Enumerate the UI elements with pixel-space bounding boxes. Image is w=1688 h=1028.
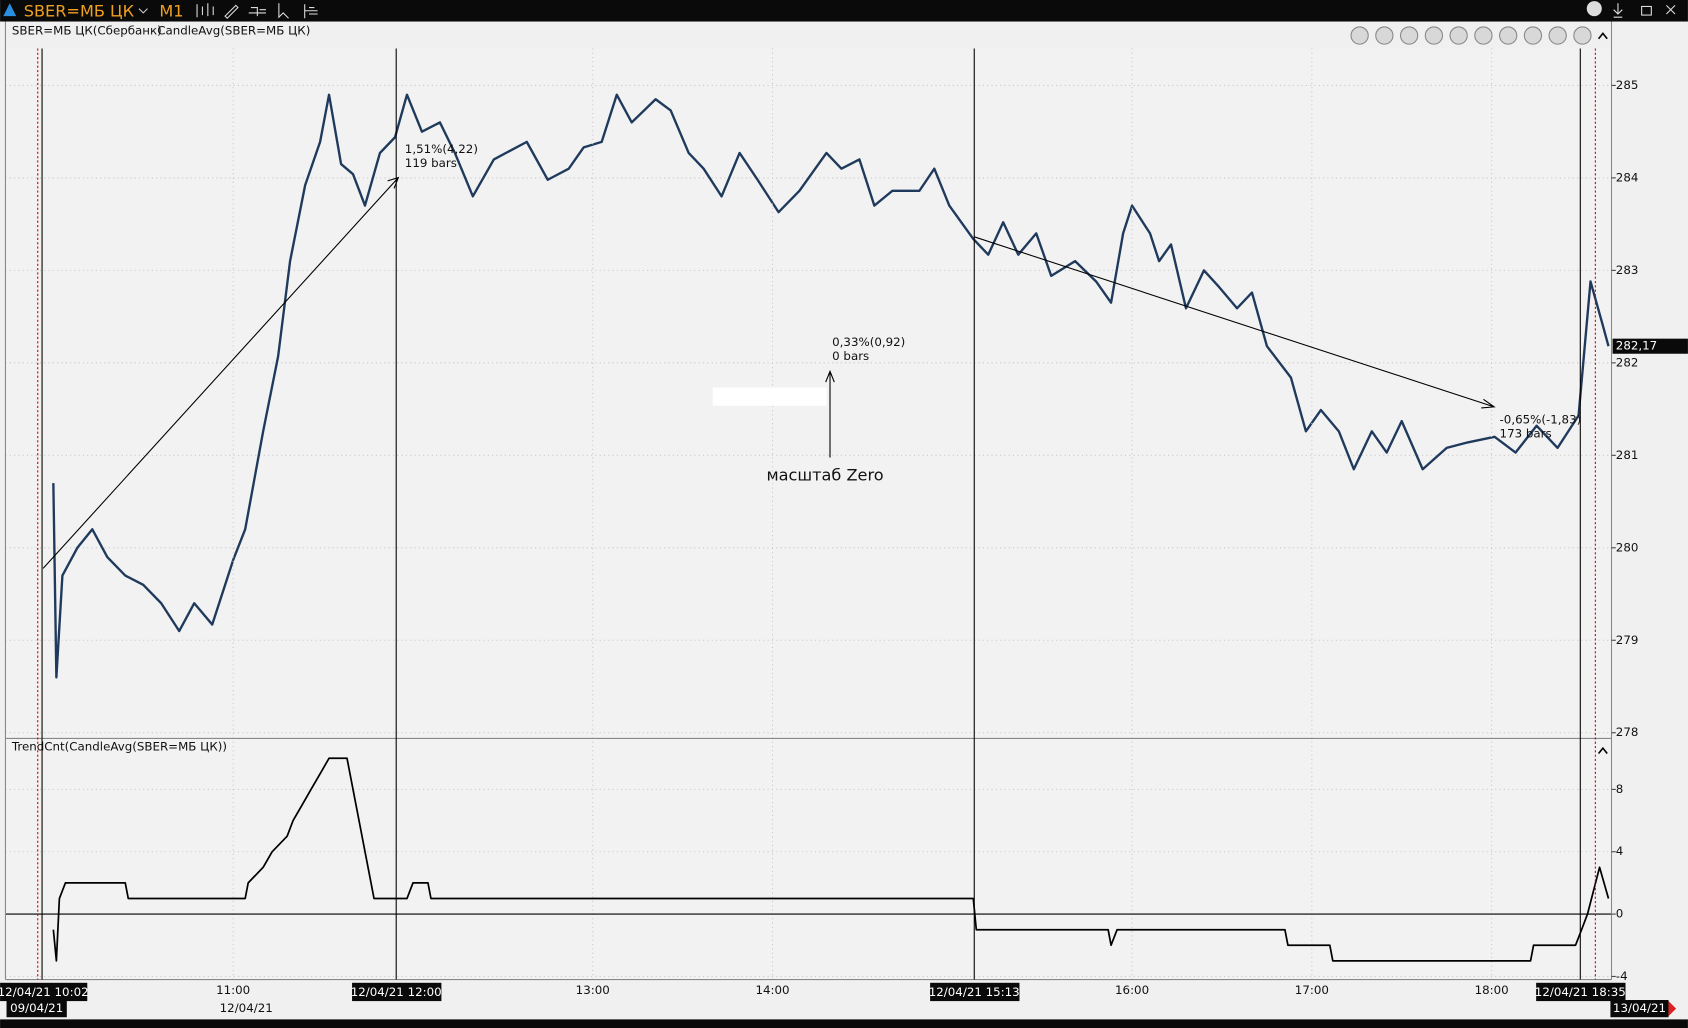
nav-button[interactable] bbox=[1474, 26, 1493, 45]
currency-icon[interactable] bbox=[1586, 1, 1602, 17]
date-label-box bbox=[6, 1000, 67, 1018]
y-tick-label: 278 bbox=[1616, 725, 1639, 739]
y-tick-label: 282 bbox=[1616, 355, 1639, 369]
pencil-icon[interactable] bbox=[224, 4, 239, 20]
last-price-label: 282,17 bbox=[1616, 339, 1657, 353]
y-tick-label: 280 bbox=[1616, 540, 1639, 554]
x-tick-label: 14:00 bbox=[755, 983, 789, 997]
scroll-arrow[interactable] bbox=[1668, 1001, 1677, 1017]
cursor-label: 12/04/21 10:02 bbox=[0, 985, 89, 999]
y-tick-label: 4 bbox=[1616, 844, 1624, 858]
annotation: 1,51%(4,22) bbox=[405, 142, 478, 156]
nav-button[interactable] bbox=[1424, 26, 1444, 45]
download-icon[interactable] bbox=[1613, 3, 1623, 18]
series-line bbox=[52, 757, 1610, 962]
nav-button[interactable] bbox=[1573, 26, 1592, 45]
x-tick-label: 17:00 bbox=[1295, 983, 1329, 997]
annotation: 119 bars bbox=[405, 156, 457, 170]
measure-arrow bbox=[974, 236, 1496, 409]
nav-button[interactable] bbox=[1350, 26, 1369, 45]
y-tick-label: 283 bbox=[1616, 263, 1639, 277]
nav-button[interactable] bbox=[1375, 26, 1394, 45]
y-tick-label: 0 bbox=[1616, 907, 1624, 921]
app-icon bbox=[3, 3, 17, 17]
date-label: 13/04/21 bbox=[1613, 1001, 1666, 1015]
cursor-label: 12/04/21 18:35 bbox=[1535, 985, 1626, 999]
candles-icon[interactable] bbox=[196, 3, 214, 18]
date-label-box bbox=[1610, 1000, 1669, 1018]
measure-arrow bbox=[42, 176, 400, 569]
chart-title: SBER=МБ ЦК(Сбербанк) bbox=[12, 24, 162, 38]
date-label: 09/04/21 bbox=[10, 1001, 63, 1015]
restore-icon[interactable] bbox=[1641, 5, 1652, 16]
date-label: 12/04/21 bbox=[220, 1001, 273, 1015]
x-tick-label: 13:00 bbox=[576, 983, 610, 997]
x-tick-label: 18:00 bbox=[1475, 983, 1509, 997]
nav-button[interactable] bbox=[1523, 26, 1543, 45]
symbol[interactable]: SBER=МБ ЦК bbox=[24, 1, 135, 20]
toolbar-icons[interactable] bbox=[196, 3, 318, 20]
dropdown-arrow[interactable] bbox=[138, 8, 148, 14]
y-tick-label: 281 bbox=[1616, 448, 1639, 462]
y-tick-label: 8 bbox=[1616, 782, 1624, 796]
layout-icon[interactable] bbox=[304, 4, 318, 19]
annotation: 0,33%(0,92) bbox=[832, 335, 905, 349]
annotation: масштаб Zero bbox=[766, 465, 883, 484]
tools-icon[interactable] bbox=[248, 6, 266, 17]
measure-arrow bbox=[825, 369, 835, 458]
y-tick-label: -4 bbox=[1616, 969, 1628, 983]
drawings bbox=[42, 176, 1496, 569]
cursor-label-box bbox=[930, 982, 1020, 1002]
cursor-icon[interactable] bbox=[278, 3, 289, 19]
timeframe[interactable]: M1 bbox=[159, 1, 183, 20]
y-tick-label: 279 bbox=[1616, 633, 1639, 647]
y-tick-label: 284 bbox=[1616, 170, 1639, 184]
nav-button[interactable] bbox=[1399, 26, 1419, 45]
blank-box bbox=[712, 387, 827, 406]
series-line bbox=[52, 93, 1610, 679]
cursor-label-box bbox=[0, 982, 88, 1002]
navigation-buttons[interactable] bbox=[1350, 26, 1592, 45]
nav-button[interactable] bbox=[1548, 26, 1567, 45]
indicator-title: TrendCnt(CandleAvg(SBER=МБ ЦК)) bbox=[11, 740, 227, 754]
legend-entry: CandleAvg(SBER=МБ ЦК) bbox=[157, 24, 310, 38]
last-price-box bbox=[1612, 338, 1688, 354]
annotation: -0,65%(-1,83) bbox=[1500, 412, 1582, 426]
cursor-label-box bbox=[1536, 982, 1626, 1002]
nav-button[interactable] bbox=[1449, 26, 1468, 45]
x-tick-label: 11:00 bbox=[216, 983, 250, 997]
cursor-label-box bbox=[352, 982, 442, 1002]
nav-button[interactable] bbox=[1499, 26, 1518, 45]
y-tick-label: 285 bbox=[1616, 78, 1639, 92]
collapse-button[interactable] bbox=[1597, 32, 1608, 755]
taskbar bbox=[0, 1019, 1688, 1028]
plot-area bbox=[5, 48, 1612, 980]
cursor-label: 12/04/21 12:00 bbox=[351, 985, 442, 999]
cursor-label: 12/04/21 15:13 bbox=[929, 985, 1020, 999]
x-tick-label: 16:00 bbox=[1115, 983, 1149, 997]
close-icon[interactable] bbox=[1666, 5, 1676, 15]
annotation: 173 bars bbox=[1500, 426, 1552, 440]
toolbar bbox=[0, 0, 1688, 22]
annotation: 0 bars bbox=[832, 349, 869, 363]
